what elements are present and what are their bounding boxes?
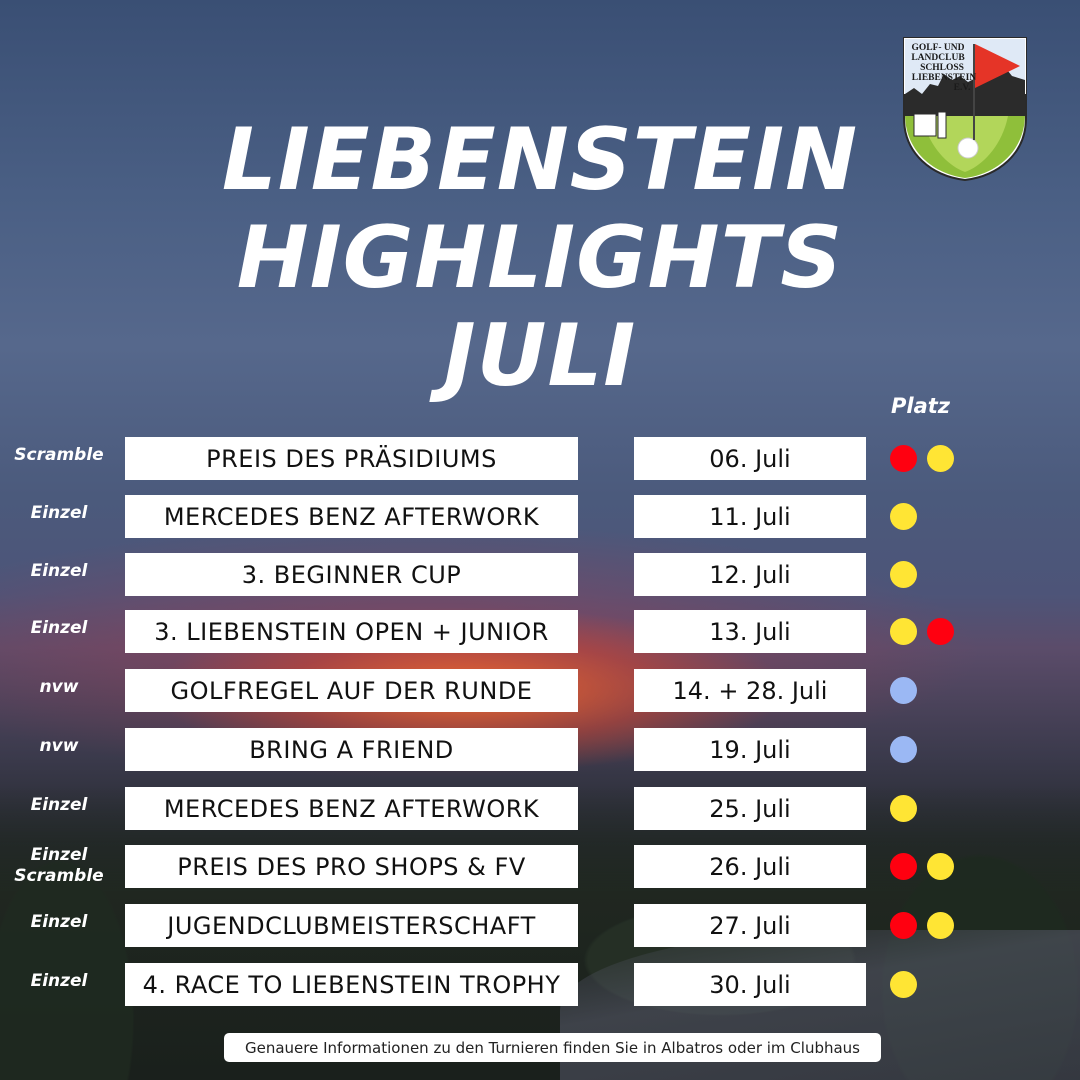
red-course-dot: [927, 618, 954, 645]
yellow-course-dot: [890, 971, 917, 998]
yellow-course-dot: [890, 561, 917, 588]
platz-indicators: [890, 736, 917, 764]
event-type-label: Einzel Scramble: [14, 845, 104, 886]
platz-indicators: [890, 795, 917, 823]
yellow-course-dot: [927, 445, 954, 472]
event-name: 4. RACE TO LIEBENSTEIN TROPHY: [125, 963, 578, 1006]
title-line-1: LIEBENSTEIN: [221, 110, 859, 210]
event-name: 3. BEGINNER CUP: [125, 553, 578, 596]
event-name: 3. LIEBENSTEIN OPEN + JUNIOR: [125, 610, 578, 653]
event-name: GOLFREGEL AUF DER RUNDE: [125, 669, 578, 712]
event-name: JUGENDCLUBMEISTERSCHAFT: [125, 904, 578, 947]
platz-indicators: [890, 445, 954, 473]
platz-indicators: [890, 853, 954, 881]
yellow-course-dot: [890, 795, 917, 822]
logo-text-line-1: GOLF- UND: [911, 43, 964, 53]
event-type-label: Einzel: [30, 561, 88, 581]
title-line-2: HIGHLIGHTS: [236, 208, 844, 308]
event-date: 06. Juli: [634, 437, 866, 480]
event-type-label: Einzel: [30, 618, 88, 638]
logo-text-line-5: E.V.: [954, 83, 971, 93]
platz-header: Platz: [891, 394, 951, 418]
logo-text-line-2: LANDCLUB: [911, 53, 965, 63]
yellow-course-dot: [927, 912, 954, 939]
logo-text-line-4: LIEBENSTEIN: [912, 73, 977, 83]
title-line-3: JULI: [443, 306, 637, 406]
event-name: MERCEDES BENZ AFTERWORK: [125, 787, 578, 830]
platz-indicators: [890, 677, 917, 705]
event-date: 27. Juli: [634, 904, 866, 947]
event-date: 14. + 28. Juli: [634, 669, 866, 712]
platz-indicators: [890, 618, 954, 646]
event-type-label: nvw: [39, 677, 79, 697]
event-date: 26. Juli: [634, 845, 866, 888]
event-name: BRING A FRIEND: [125, 728, 578, 771]
event-date: 13. Juli: [634, 610, 866, 653]
red-course-dot: [890, 445, 917, 472]
event-type-label: nvw: [39, 736, 79, 756]
event-type-label: Scramble: [14, 445, 104, 465]
blue-course-dot: [890, 736, 917, 763]
logo-text: GOLF- UND LANDCLUB SCHLOSS LIEBENSTEIN E…: [911, 43, 976, 93]
logo-text-line-3: SCHLOSS: [920, 63, 964, 73]
blue-course-dot: [890, 677, 917, 704]
red-course-dot: [890, 853, 917, 880]
event-name: PREIS DES PRO SHOPS & FV: [125, 845, 578, 888]
club-logo: GOLF- UND LANDCLUB SCHLOSS LIEBENSTEIN E…: [903, 37, 1027, 182]
red-course-dot: [890, 912, 917, 939]
event-type-label: Einzel: [30, 795, 88, 815]
platz-indicators: [890, 561, 917, 589]
event-date: 30. Juli: [634, 963, 866, 1006]
yellow-course-dot: [890, 503, 917, 530]
event-name: MERCEDES BENZ AFTERWORK: [125, 495, 578, 538]
event-date: 19. Juli: [634, 728, 866, 771]
platz-indicators: [890, 912, 954, 940]
event-type-label: Einzel: [30, 971, 88, 991]
event-date: 12. Juli: [634, 553, 866, 596]
event-type-label: Einzel: [30, 503, 88, 523]
yellow-course-dot: [927, 853, 954, 880]
platz-indicators: [890, 503, 917, 531]
platz-indicators: [890, 971, 917, 999]
event-date: 25. Juli: [634, 787, 866, 830]
event-name: PREIS DES PRÄSIDIUMS: [125, 437, 578, 480]
footer-note: Genauere Informationen zu den Turnieren …: [224, 1033, 881, 1062]
event-date: 11. Juli: [634, 495, 866, 538]
event-type-label: Einzel: [30, 912, 88, 932]
yellow-course-dot: [890, 618, 917, 645]
